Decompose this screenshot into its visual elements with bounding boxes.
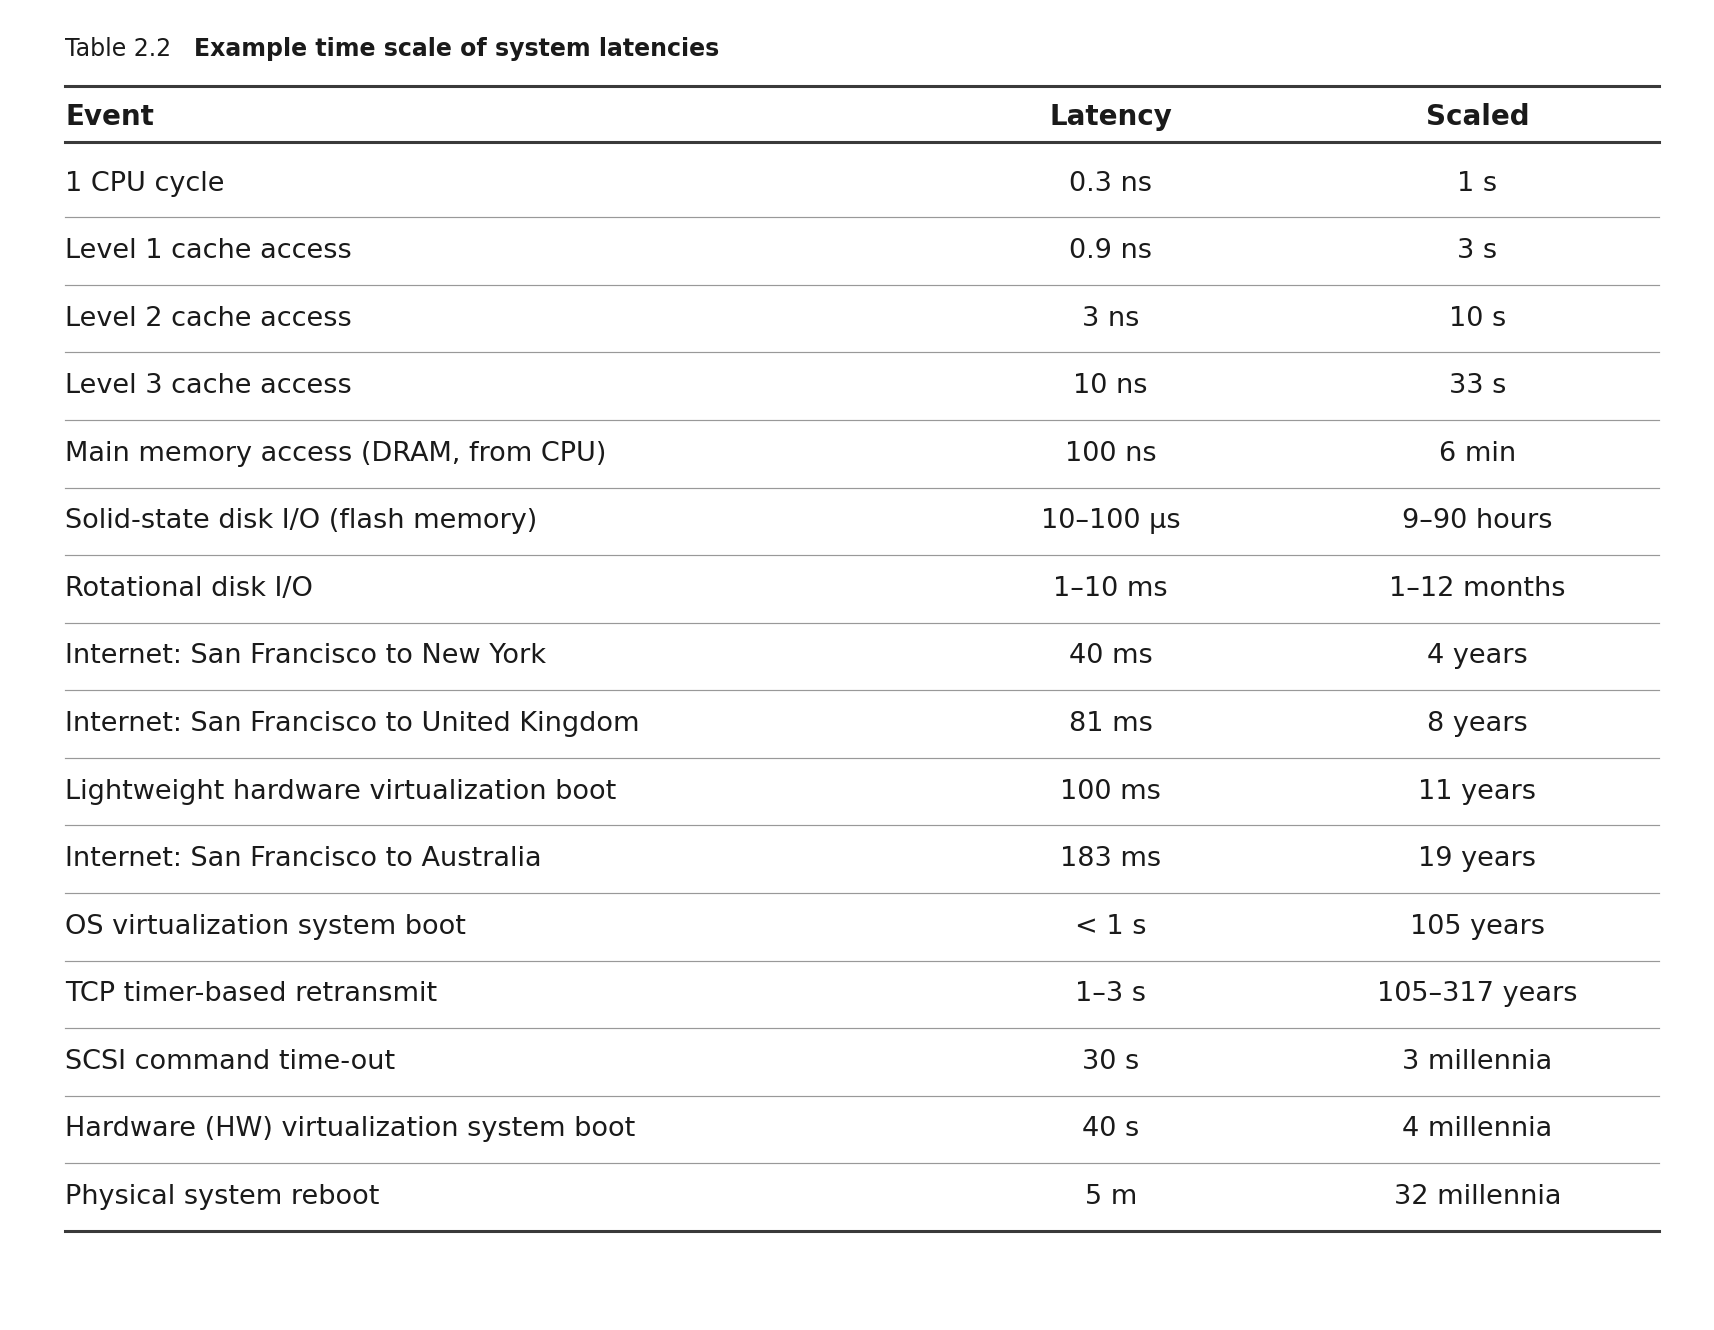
Text: 0.3 ns: 0.3 ns: [1070, 170, 1152, 197]
Text: 19 years: 19 years: [1419, 846, 1536, 872]
Text: 4 years: 4 years: [1428, 644, 1527, 669]
Text: 30 s: 30 s: [1082, 1049, 1140, 1075]
Text: 1–12 months: 1–12 months: [1390, 576, 1565, 602]
Text: 6 min: 6 min: [1440, 440, 1515, 467]
Text: SCSI command time-out: SCSI command time-out: [65, 1049, 396, 1075]
Text: Table 2.2: Table 2.2: [65, 36, 171, 61]
Text: 81 ms: 81 ms: [1070, 712, 1152, 737]
Text: Physical system reboot: Physical system reboot: [65, 1184, 379, 1210]
Text: 105 years: 105 years: [1411, 914, 1544, 940]
Text: 105–317 years: 105–317 years: [1378, 982, 1577, 1007]
Text: Scaled: Scaled: [1426, 102, 1529, 132]
Text: Lightweight hardware virtualization boot: Lightweight hardware virtualization boot: [65, 778, 617, 805]
Text: Main memory access (DRAM, from CPU): Main memory access (DRAM, from CPU): [65, 440, 607, 467]
Text: Latency: Latency: [1049, 102, 1172, 132]
Text: 5 m: 5 m: [1085, 1184, 1136, 1210]
Text: Rotational disk I/O: Rotational disk I/O: [65, 576, 314, 602]
Text: 1 CPU cycle: 1 CPU cycle: [65, 170, 225, 197]
Text: 0.9 ns: 0.9 ns: [1070, 238, 1152, 265]
Text: 8 years: 8 years: [1428, 712, 1527, 737]
Text: 10 s: 10 s: [1448, 306, 1507, 331]
Text: 1–3 s: 1–3 s: [1075, 982, 1147, 1007]
Text: 3 millennia: 3 millennia: [1402, 1049, 1553, 1075]
Text: 11 years: 11 years: [1419, 778, 1536, 805]
Text: 3 s: 3 s: [1457, 238, 1498, 265]
Text: 4 millennia: 4 millennia: [1402, 1116, 1553, 1142]
Text: 10–100 μs: 10–100 μs: [1040, 508, 1181, 535]
Text: TCP timer-based retransmit: TCP timer-based retransmit: [65, 982, 437, 1007]
Text: 3 ns: 3 ns: [1082, 306, 1140, 331]
Text: 183 ms: 183 ms: [1061, 846, 1160, 872]
Text: Event: Event: [65, 102, 154, 132]
Text: Level 1 cache access: Level 1 cache access: [65, 238, 351, 265]
Text: Level 2 cache access: Level 2 cache access: [65, 306, 351, 331]
Text: 10 ns: 10 ns: [1073, 374, 1148, 399]
Text: 9–90 hours: 9–90 hours: [1402, 508, 1553, 535]
Text: Hardware (HW) virtualization system boot: Hardware (HW) virtualization system boot: [65, 1116, 636, 1142]
Text: 100 ns: 100 ns: [1064, 440, 1157, 467]
Text: 100 ms: 100 ms: [1061, 778, 1160, 805]
Text: 1–10 ms: 1–10 ms: [1054, 576, 1167, 602]
Text: 33 s: 33 s: [1448, 374, 1507, 399]
Text: Internet: San Francisco to Australia: Internet: San Francisco to Australia: [65, 846, 542, 872]
Text: 32 millennia: 32 millennia: [1393, 1184, 1561, 1210]
Text: Internet: San Francisco to New York: Internet: San Francisco to New York: [65, 644, 547, 669]
Text: Solid-state disk I/O (flash memory): Solid-state disk I/O (flash memory): [65, 508, 538, 535]
Text: Example time scale of system latencies: Example time scale of system latencies: [194, 36, 718, 61]
Text: 40 s: 40 s: [1082, 1116, 1140, 1142]
Text: Internet: San Francisco to United Kingdom: Internet: San Francisco to United Kingdo…: [65, 712, 639, 737]
Text: Level 3 cache access: Level 3 cache access: [65, 374, 351, 399]
Text: 1 s: 1 s: [1457, 170, 1498, 197]
Text: < 1 s: < 1 s: [1075, 914, 1147, 940]
Text: OS virtualization system boot: OS virtualization system boot: [65, 914, 466, 940]
Text: 40 ms: 40 ms: [1070, 644, 1152, 669]
